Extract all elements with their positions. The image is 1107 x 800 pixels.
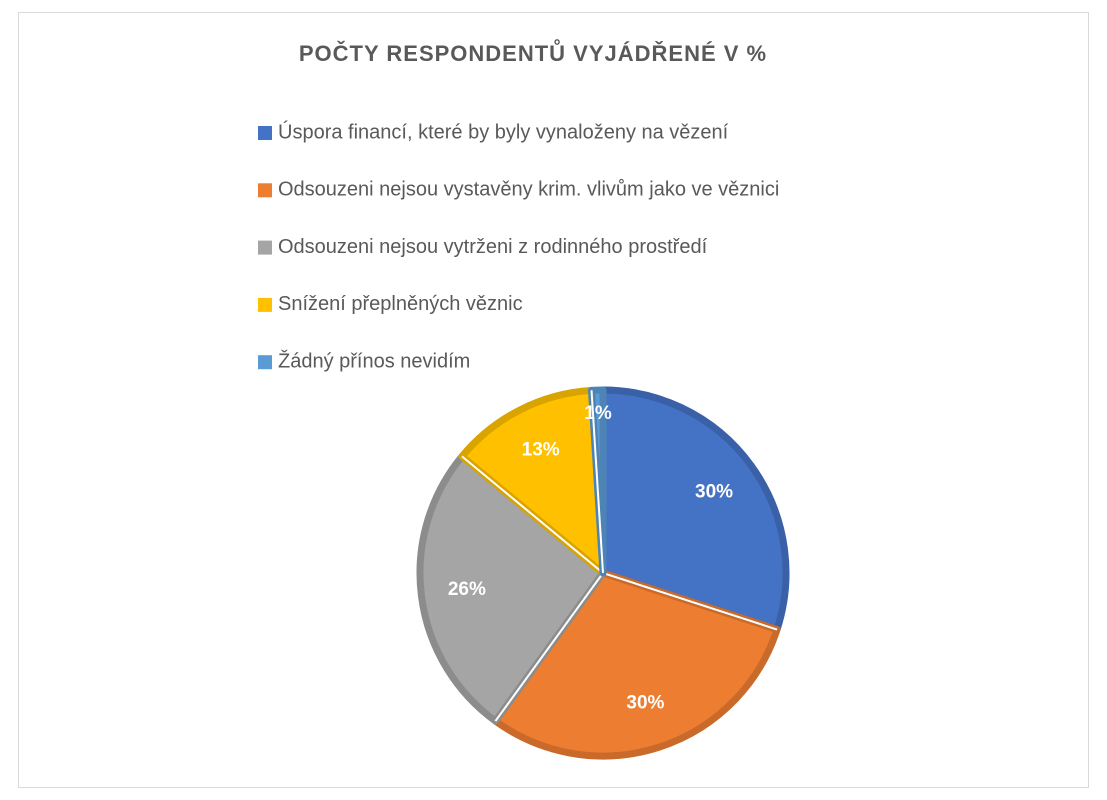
pie-slice	[599, 386, 790, 634]
chart-title: POČTY RESPONDENTŮ VYJÁDŘENÉ V %	[299, 38, 767, 66]
legend-swatch	[258, 355, 272, 370]
legend-swatch	[258, 126, 272, 140]
pie-slice	[491, 569, 781, 760]
legend-label: Úspora financí, které by byly vynaloženy…	[278, 120, 729, 143]
legend-swatch	[258, 240, 272, 255]
pie-slice	[458, 386, 607, 577]
data-label: 30%	[626, 693, 664, 714]
legend-label: Odsouzeni nejsou vytrženi z rodinného pr…	[278, 236, 708, 258]
slice-separator	[461, 455, 604, 574]
legend-swatch	[258, 297, 272, 312]
slice-separator	[590, 390, 604, 574]
pie-slice	[416, 452, 607, 725]
legend-label: Snížení přeplněných věznic	[278, 293, 523, 315]
legend-swatch	[258, 183, 272, 198]
data-label: 26%	[448, 579, 486, 600]
data-label: 30%	[695, 481, 733, 502]
data-label: 13%	[522, 440, 560, 461]
data-label: 1%	[584, 403, 612, 424]
slice-separator	[494, 572, 604, 722]
legend-label: Žádný přínos nevidím	[278, 349, 470, 372]
legend-label: Odsouzeni nejsou vystavěny krim. vlivům …	[278, 179, 779, 201]
slice-separator	[602, 572, 778, 631]
